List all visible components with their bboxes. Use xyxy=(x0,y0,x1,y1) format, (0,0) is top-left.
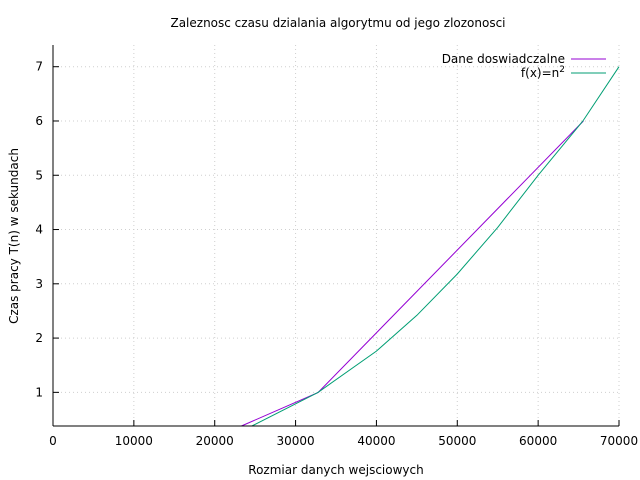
y-tick-label: 2 xyxy=(35,331,43,345)
x-axis-label: Rozmiar danych wejsciowych xyxy=(248,463,423,477)
x-tick-label: 0 xyxy=(49,434,57,448)
x-tick-label: 30000 xyxy=(276,434,314,448)
y-tick-label: 7 xyxy=(35,60,43,74)
x-tick-label: 60000 xyxy=(519,434,557,448)
series-group xyxy=(241,66,620,427)
y-axis-label: Czas pracy T(n) w sekundach xyxy=(7,148,21,324)
x-tick-label: 50000 xyxy=(438,434,476,448)
grid xyxy=(53,45,620,426)
y-tick-label: 6 xyxy=(35,114,43,128)
legend-label-2: f(x)=n2 xyxy=(521,65,565,80)
series-line-2 xyxy=(251,66,620,427)
chart-title: Zaleznosc czasu dzialania algorytmu od j… xyxy=(170,16,505,30)
y-tick-label: 4 xyxy=(35,223,43,237)
x-tick-label: 70000 xyxy=(600,434,638,448)
legend-label-1: Dane doswiadczalne xyxy=(442,52,565,66)
legend-superscript: 2 xyxy=(559,65,565,75)
y-tick-label: 5 xyxy=(35,168,43,182)
y-tick-label: 3 xyxy=(35,277,43,291)
axes xyxy=(52,45,619,427)
x-tick-label: 40000 xyxy=(357,434,395,448)
series-line-1 xyxy=(241,120,584,427)
tick-group: 0 10000 20000 30000 40000 50000 60000 70000 1 2 3 4… xyxy=(35,60,638,448)
x-tick-label: 20000 xyxy=(196,434,234,448)
y-tick-label: 1 xyxy=(35,385,43,399)
x-tick-label: 10000 xyxy=(115,434,153,448)
